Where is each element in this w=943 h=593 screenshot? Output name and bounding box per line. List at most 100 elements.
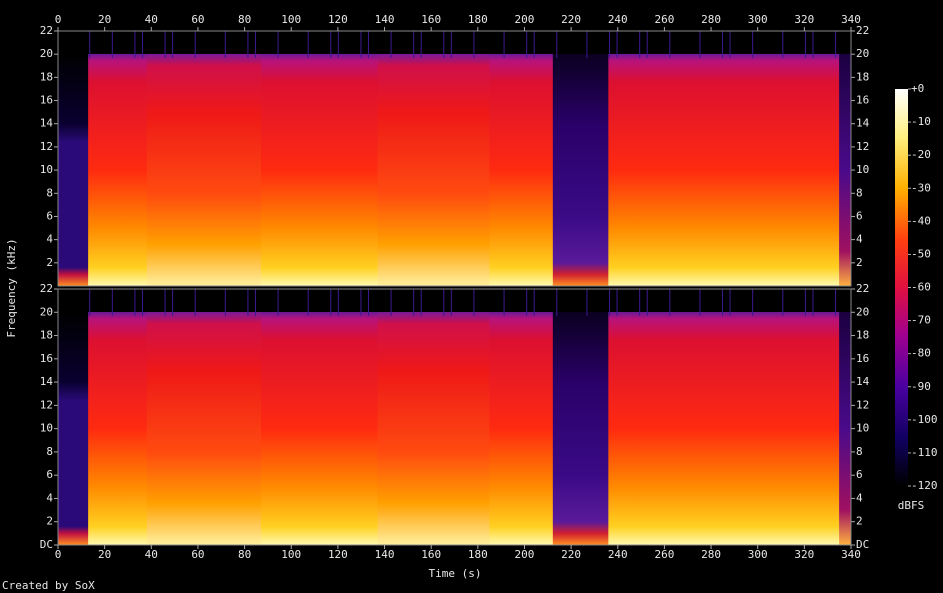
x-tick-label: 220 (561, 548, 581, 561)
y-tick-label: DC (40, 538, 53, 551)
colorbar-tick-label: -90 (911, 380, 931, 393)
y-tick-label: 20 (40, 47, 53, 60)
y-tick-label: 10 (856, 163, 869, 176)
y-tick-label: 10 (40, 163, 53, 176)
x-tick-label: 80 (238, 13, 251, 26)
y-tick-label: 22 (40, 282, 53, 295)
plot-frame (57, 288, 852, 546)
x-tick-label: 140 (375, 13, 395, 26)
x-tick-label: 120 (328, 548, 348, 561)
colorbar-tick-label: -50 (911, 247, 931, 260)
y-tick-label: 6 (46, 209, 53, 222)
y-tick-label: 4 (856, 491, 863, 504)
spectrum-band (608, 53, 840, 287)
colorbar-tick-label: -30 (911, 181, 931, 194)
plot-frame (57, 30, 852, 287)
spectrum-band (146, 53, 262, 287)
x-tick-label: 200 (515, 548, 535, 561)
y-tick-label: 14 (40, 375, 54, 388)
y-tick-label: 4 (856, 233, 863, 246)
y-tick-label: 12 (856, 398, 869, 411)
x-tick-label: 0 (55, 548, 62, 561)
x-tick-label: 100 (281, 548, 301, 561)
x-tick-label: 100 (281, 13, 301, 26)
x-axis-label: Time (s) (429, 567, 482, 580)
y-tick-label: 6 (856, 209, 863, 222)
x-tick-label: 40 (145, 548, 158, 561)
spectrum-band (88, 312, 148, 545)
x-tick-label: 300 (748, 548, 768, 561)
y-tick-label: 10 (40, 422, 53, 435)
y-tick-label: 16 (40, 94, 53, 107)
colorbar-tick-label: -110 (911, 446, 938, 459)
y-tick-label: 16 (856, 352, 869, 365)
footer: Created by SoX (2, 579, 95, 592)
y-tick-label: 6 (856, 468, 863, 481)
x-tick-label: 140 (375, 548, 395, 561)
colorbar-tick-label: -20 (911, 148, 931, 161)
x-tick-label: 20 (98, 548, 111, 561)
y-tick-label: 4 (46, 233, 53, 246)
y-tick-label: 22 (40, 24, 53, 37)
x-tick-label: 300 (748, 13, 768, 26)
colorbar-tick-label: -40 (911, 214, 931, 227)
spectrum-band (489, 312, 554, 545)
y-tick-label: 8 (856, 186, 863, 199)
x-tick-label: 340 (841, 13, 861, 26)
x-tick-label: 20 (98, 13, 111, 26)
y-tick-label: 12 (40, 140, 53, 153)
y-tick-label: 14 (40, 117, 54, 130)
spectrum-band (146, 312, 262, 545)
x-tick-label: 240 (608, 548, 628, 561)
x-tick-label: 160 (421, 13, 441, 26)
y-tick-label: 22 (856, 24, 869, 37)
x-tick-label: 120 (328, 13, 348, 26)
spectrum-band (839, 53, 852, 287)
y-tick-label: 2 (856, 256, 863, 269)
colorbar-tick-label: -80 (911, 347, 931, 360)
x-tick-label: 160 (421, 548, 441, 561)
y-tick-label: 18 (40, 70, 53, 83)
spectrum-band (839, 312, 852, 545)
spectrum-band (489, 53, 554, 287)
spectrum-band (377, 53, 490, 287)
y-tick-label: 12 (40, 398, 53, 411)
y-axis-label: Frequency (kHz) (5, 238, 18, 337)
x-tick-label: 180 (468, 548, 488, 561)
y-tick-label: 20 (856, 47, 869, 60)
spectrum-band (88, 53, 148, 287)
x-tick-label: 200 (515, 13, 535, 26)
x-tick-label: 40 (145, 13, 158, 26)
x-tick-label: 280 (701, 13, 721, 26)
x-tick-label: 220 (561, 13, 581, 26)
y-tick-label: 22 (856, 282, 869, 295)
x-tick-label: 280 (701, 548, 721, 561)
colorbar-tick-label: +0 (911, 82, 924, 95)
colorbar-tick-label: -60 (911, 281, 931, 294)
x-tick-label: 0 (55, 13, 62, 26)
y-tick-label: 2 (856, 515, 863, 528)
y-tick-label: 16 (40, 352, 53, 365)
y-tick-label: DC (856, 538, 869, 551)
spectrum-band (58, 312, 89, 545)
spectrum-band (608, 312, 840, 545)
spectrum-band (377, 312, 490, 545)
y-tick-label: 2 (46, 515, 53, 528)
colorbar-label: dBFS (898, 499, 925, 512)
x-tick-label: 180 (468, 13, 488, 26)
y-tick-label: 20 (856, 305, 869, 318)
x-tick-label: 320 (794, 548, 814, 561)
y-tick-label: 8 (46, 186, 53, 199)
colorbar-tick-label: -70 (911, 314, 931, 327)
y-tick-label: 4 (46, 491, 53, 504)
x-tick-label: 260 (654, 548, 674, 561)
y-tick-label: 12 (856, 140, 869, 153)
x-tick-label: 340 (841, 548, 861, 561)
colorbar-tick-label: -120 (911, 479, 938, 492)
spectrum-band (261, 53, 379, 287)
spectrum-band (58, 53, 89, 287)
x-tick-label: 320 (794, 13, 814, 26)
x-tick-label: 60 (191, 13, 204, 26)
y-tick-label: 20 (40, 305, 53, 318)
